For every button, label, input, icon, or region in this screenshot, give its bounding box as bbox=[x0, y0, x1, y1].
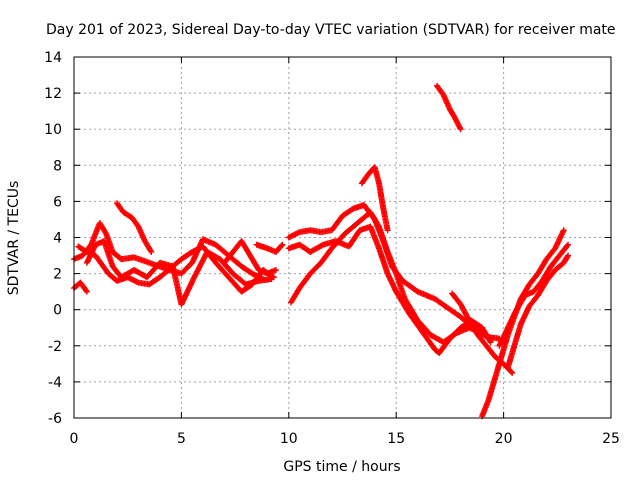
series-track-o bbox=[496, 241, 572, 349]
axis-ticks: 0 5 10 15 20 25 -6 -4 -2 0 2 4 6 8 10 12 14 bbox=[44, 50, 620, 447]
x-axis-title: GPS time / hours bbox=[283, 459, 400, 475]
data-layer bbox=[71, 82, 572, 420]
data-point bbox=[457, 126, 464, 133]
y-tick-label: 8 bbox=[53, 158, 62, 174]
series-track-j bbox=[287, 209, 486, 346]
data-point bbox=[509, 369, 516, 376]
series-track-e bbox=[113, 200, 155, 255]
data-point bbox=[148, 248, 155, 255]
data-point bbox=[560, 227, 567, 234]
series-track-d bbox=[83, 238, 275, 308]
data-point bbox=[564, 242, 571, 249]
series-track-f bbox=[221, 238, 279, 277]
y-tick-label: -4 bbox=[48, 375, 62, 391]
data-point bbox=[384, 227, 391, 234]
data-point bbox=[564, 253, 571, 260]
series-track-i bbox=[285, 223, 494, 357]
data-point bbox=[272, 266, 279, 273]
x-tick-label: 15 bbox=[387, 431, 405, 447]
series-track-g bbox=[253, 241, 286, 255]
data-point bbox=[565, 252, 572, 259]
data-point bbox=[82, 287, 89, 294]
y-tick-label: 0 bbox=[53, 303, 62, 319]
series-track-p bbox=[504, 252, 572, 371]
series-track-l bbox=[434, 82, 464, 133]
x-tick-label: 25 bbox=[602, 431, 620, 447]
y-tick-label: 12 bbox=[44, 86, 62, 102]
x-tick-label: 5 bbox=[177, 431, 186, 447]
data-point bbox=[508, 368, 515, 375]
data-point bbox=[268, 276, 275, 283]
data-point bbox=[278, 242, 285, 249]
x-tick-label: 10 bbox=[280, 431, 298, 447]
data-point bbox=[83, 288, 90, 295]
y-axis-title: SDTVAR / TECUs bbox=[6, 181, 22, 296]
data-point bbox=[479, 330, 486, 337]
x-tick-label: 0 bbox=[70, 431, 79, 447]
y-tick-label: 10 bbox=[44, 122, 62, 138]
x-tick-label: 20 bbox=[495, 431, 513, 447]
y-tick-label: -6 bbox=[48, 411, 62, 427]
y-tick-label: 6 bbox=[53, 194, 62, 210]
series-track-k bbox=[358, 164, 391, 234]
data-point bbox=[487, 339, 494, 346]
y-tick-label: 2 bbox=[53, 267, 62, 283]
chart-title: Day 201 of 2023, Sidereal Day-to-day VTE… bbox=[46, 22, 616, 38]
y-tick-label: 4 bbox=[53, 231, 62, 247]
data-point bbox=[318, 242, 325, 249]
y-tick-label: -2 bbox=[48, 339, 62, 355]
data-point bbox=[279, 241, 286, 248]
y-tick-label: 14 bbox=[44, 50, 62, 66]
data-point bbox=[565, 241, 572, 248]
